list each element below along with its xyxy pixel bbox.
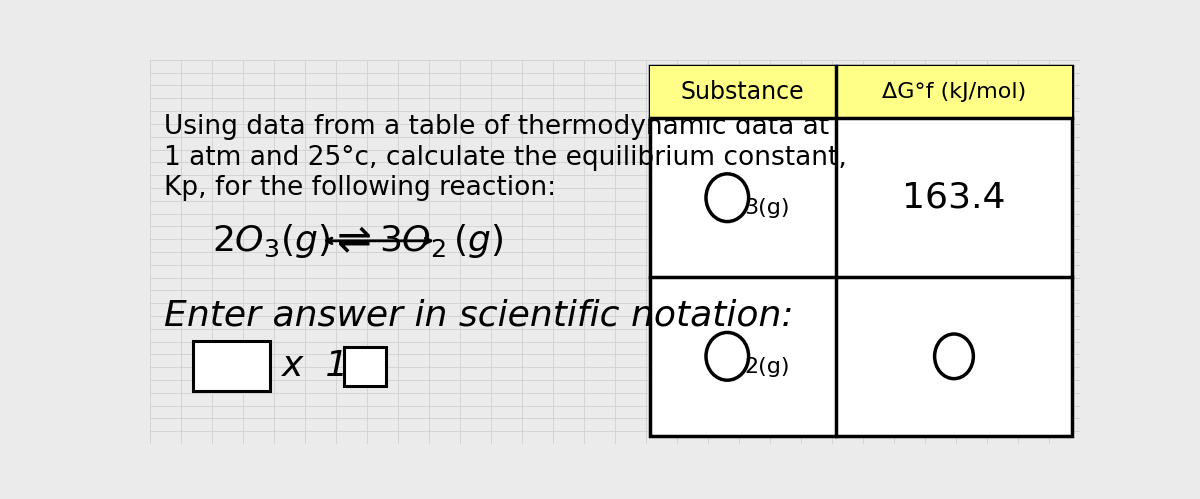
- Text: 163.4: 163.4: [902, 181, 1006, 215]
- Bar: [650, 66, 1073, 436]
- Text: Using data from a table of thermodynamic data at: Using data from a table of thermodynamic…: [164, 114, 829, 140]
- Text: 1 atm and 25°c, calculate the equilibrium constant,: 1 atm and 25°c, calculate the equilibriu…: [164, 145, 847, 171]
- Ellipse shape: [935, 334, 973, 379]
- Bar: [650, 66, 1073, 118]
- Text: Enter answer in scientific notation:: Enter answer in scientific notation:: [164, 298, 793, 332]
- Text: 2(g): 2(g): [744, 357, 790, 377]
- Text: $2O_3(g)$: $2O_3(g)$: [212, 222, 330, 260]
- Ellipse shape: [706, 174, 749, 222]
- Bar: [193, 341, 270, 391]
- Text: Substance: Substance: [680, 80, 805, 104]
- Text: $\rightleftharpoons$: $\rightleftharpoons$: [329, 220, 371, 262]
- Text: 3(g): 3(g): [744, 199, 790, 219]
- Text: Kp, for the following reaction:: Kp, for the following reaction:: [164, 175, 556, 202]
- Text: ΔG°f (kJ/mol): ΔG°f (kJ/mol): [882, 82, 1026, 102]
- Bar: [343, 347, 386, 386]
- Text: $3O_2\,(g)$: $3O_2\,(g)$: [379, 222, 503, 260]
- Text: x  10: x 10: [282, 349, 372, 383]
- Ellipse shape: [706, 332, 749, 380]
